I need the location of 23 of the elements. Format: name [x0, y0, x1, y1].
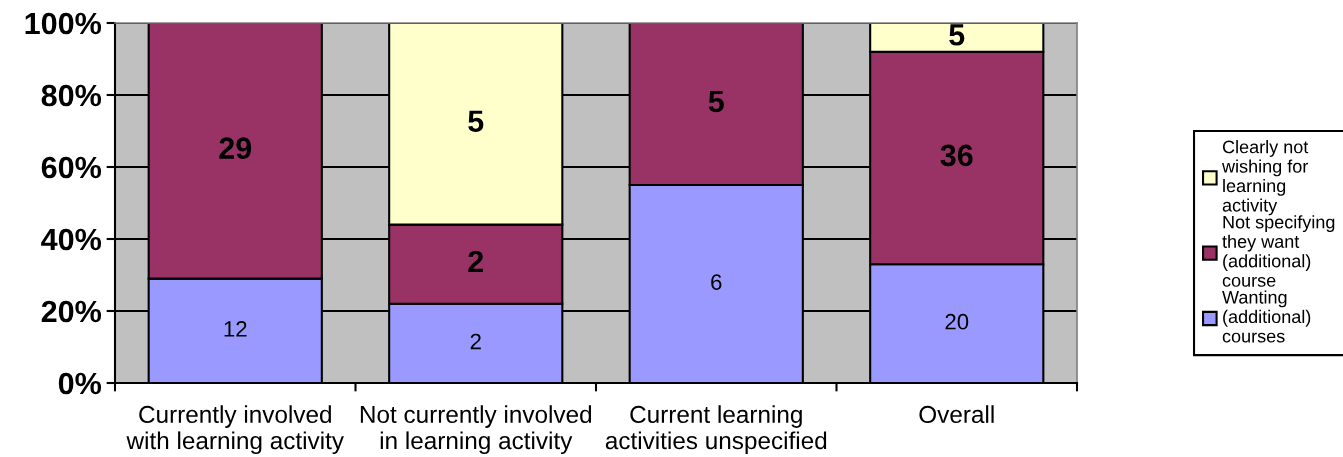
x-tick-label: Overall: [919, 405, 994, 424]
annotation: 5: [468, 110, 484, 132]
legend-label: Clearly not wishing for learning activity: [1221, 140, 1309, 216]
annotation: 29: [219, 137, 252, 159]
y-tick-label: 0%: [58, 372, 101, 395]
x-tick-label: Current learning activities unspecified: [605, 405, 827, 455]
legend-label: Wanting (additional) courses: [1222, 290, 1311, 343]
annotation: 20: [945, 313, 969, 330]
y-tick-label: 20%: [41, 300, 101, 323]
annotation: 2: [468, 250, 484, 273]
y-tick-label: 80%: [41, 84, 101, 107]
y-tick-label: 60%: [41, 156, 101, 179]
y-tick-label: 40%: [41, 228, 101, 251]
y-tick-label: 100%: [25, 12, 101, 35]
annotation: 5: [708, 90, 724, 113]
annotation: 5: [949, 24, 965, 46]
x-tick-label: Currently involved with learning activity: [126, 405, 344, 455]
annotation: 36: [940, 144, 973, 167]
x-tick-label: Not currently involved in learning activity: [360, 405, 592, 455]
annotation: 6: [711, 274, 722, 290]
annotation: 12: [224, 321, 247, 337]
annotation: 2: [470, 333, 481, 350]
legend-label: Not specifying they want (additional) course: [1222, 215, 1335, 287]
